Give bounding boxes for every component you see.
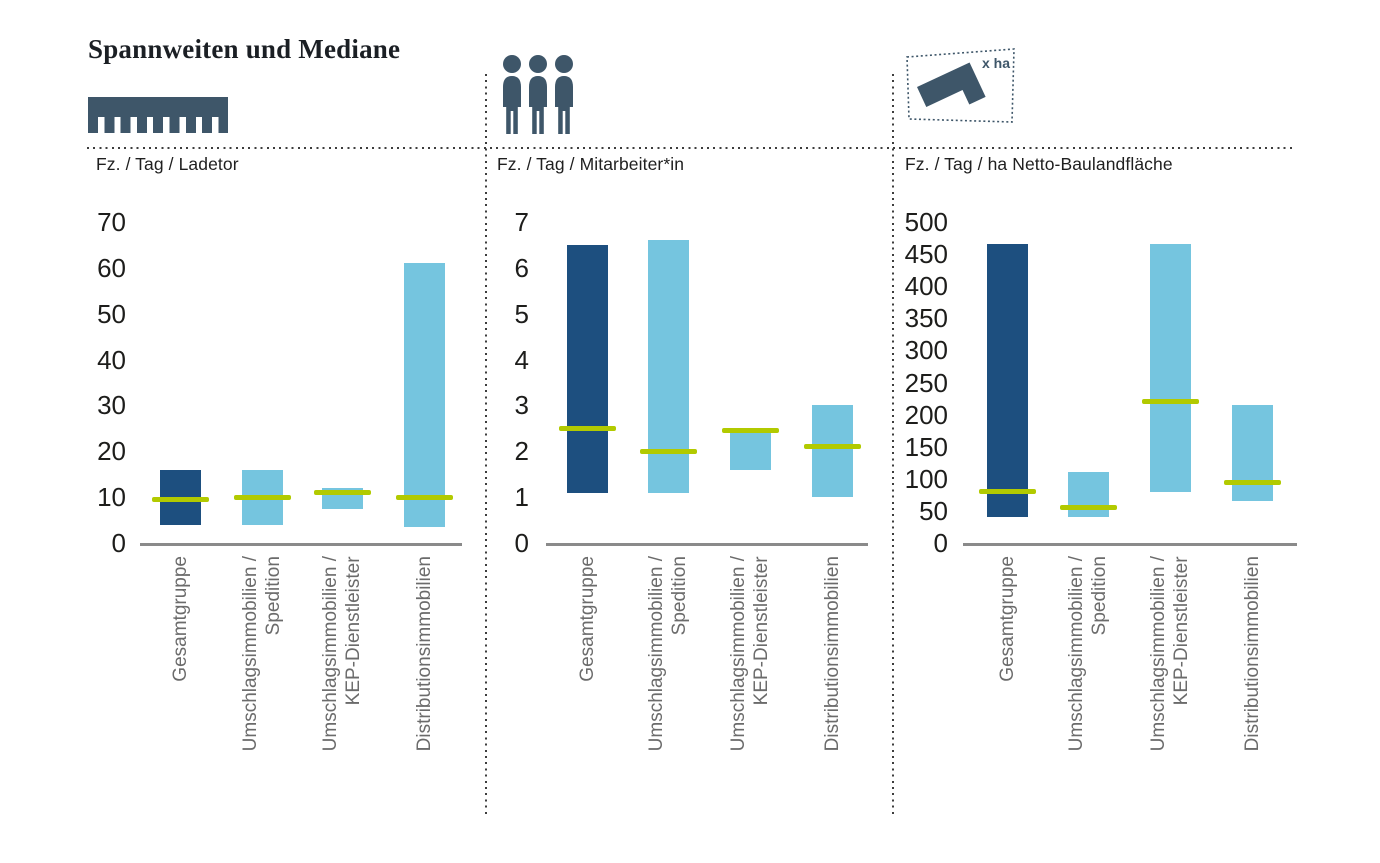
median-line bbox=[1223, 479, 1281, 485]
y-tick-label: 100 bbox=[904, 463, 948, 494]
unit-label-mitarbeiter: Fz. / Tag / Mitarbeiter*in bbox=[497, 154, 685, 174]
y-tick-label: 30 bbox=[97, 390, 126, 421]
vertical-dotted-divider-1 bbox=[485, 74, 487, 818]
median-line bbox=[313, 490, 371, 496]
y-tick-label: 450 bbox=[904, 239, 948, 270]
range-bar bbox=[1067, 472, 1109, 518]
y-tick-label: 50 bbox=[919, 495, 948, 526]
vertical-dotted-divider-2 bbox=[892, 74, 894, 818]
unit-label-bauland: Fz. / Tag / ha Netto-Baulandfläche bbox=[905, 154, 1173, 174]
building-footprint-shape bbox=[917, 62, 986, 107]
y-tick-label: 60 bbox=[97, 252, 126, 283]
hectare-label: x ha bbox=[982, 55, 1010, 71]
y-tick-label: 150 bbox=[904, 431, 948, 462]
y-tick-label: 2 bbox=[514, 436, 529, 467]
plot-boundary-outline bbox=[906, 48, 1015, 123]
y-tick-label: 350 bbox=[904, 303, 948, 334]
median-line bbox=[395, 494, 453, 500]
y-tick-label: 0 bbox=[111, 528, 126, 558]
y-tick-label: 300 bbox=[904, 335, 948, 366]
y-tick-label: 3 bbox=[514, 390, 529, 421]
worker-figure bbox=[503, 55, 521, 134]
category-label-text: Umschlagsimmobilien / KEP-Dienstleister bbox=[1148, 556, 1192, 752]
y-tick-label: 500 bbox=[904, 207, 948, 237]
median-line bbox=[721, 428, 779, 434]
y-tick-label: 0 bbox=[514, 528, 529, 558]
range-bar bbox=[811, 405, 853, 498]
median-line bbox=[639, 448, 697, 454]
category-label-text: Distributionsimmobilien bbox=[1241, 556, 1263, 752]
range-bar bbox=[403, 263, 445, 527]
median-line bbox=[233, 494, 291, 500]
range-bar bbox=[566, 244, 608, 493]
range-bar bbox=[1231, 404, 1273, 502]
y-tick-label: 400 bbox=[904, 271, 948, 302]
workers-icon bbox=[503, 55, 573, 134]
category-label-text: Gesamtgruppe bbox=[996, 556, 1018, 682]
median-line bbox=[151, 496, 209, 502]
median-line bbox=[558, 425, 616, 431]
y-tick-label: 20 bbox=[97, 436, 126, 467]
y-tick-label: 10 bbox=[97, 482, 126, 513]
median-line bbox=[1059, 505, 1117, 511]
y-tick-label: 6 bbox=[514, 252, 529, 283]
category-label: Gesamtgruppe bbox=[962, 556, 1052, 818]
y-tick-label: 40 bbox=[97, 344, 126, 375]
y-tick-label: 0 bbox=[933, 528, 948, 558]
x-axis-line bbox=[546, 543, 868, 546]
median-line bbox=[1141, 399, 1199, 405]
median-line bbox=[978, 489, 1036, 495]
median-line bbox=[803, 444, 861, 450]
y-tick-label: 5 bbox=[514, 298, 529, 329]
range-bar bbox=[986, 244, 1028, 518]
y-tick-label: 70 bbox=[97, 207, 126, 237]
worker-figure bbox=[555, 55, 573, 134]
y-tick-label: 4 bbox=[514, 344, 529, 375]
range-bar bbox=[1149, 244, 1191, 492]
loading-dock-icon bbox=[88, 97, 228, 133]
y-tick-label: 7 bbox=[514, 207, 529, 237]
category-label-text: Umschlagsimmobilien / Spedition bbox=[1066, 556, 1110, 752]
range-bar bbox=[729, 428, 771, 470]
land-area-icon: x ha bbox=[906, 48, 1015, 123]
x-axis-line bbox=[963, 543, 1297, 546]
unit-label-ladetor: Fz. / Tag / Ladetor bbox=[96, 154, 239, 174]
y-tick-label: 200 bbox=[904, 399, 948, 430]
y-tick-label: 1 bbox=[514, 482, 529, 513]
category-label: Distributionsimmobilien bbox=[1207, 556, 1297, 818]
x-axis-line bbox=[140, 543, 462, 546]
y-tick-label: 250 bbox=[904, 367, 948, 398]
horizontal-dotted-divider bbox=[87, 147, 1293, 149]
category-label: Umschlagsimmobilien / Spedition bbox=[1043, 556, 1133, 818]
page-title: Spannweiten und Mediane bbox=[88, 34, 401, 64]
category-label: Umschlagsimmobilien / KEP-Dienstleister bbox=[1125, 556, 1215, 818]
y-tick-label: 50 bbox=[97, 298, 126, 329]
worker-figure bbox=[529, 55, 547, 134]
